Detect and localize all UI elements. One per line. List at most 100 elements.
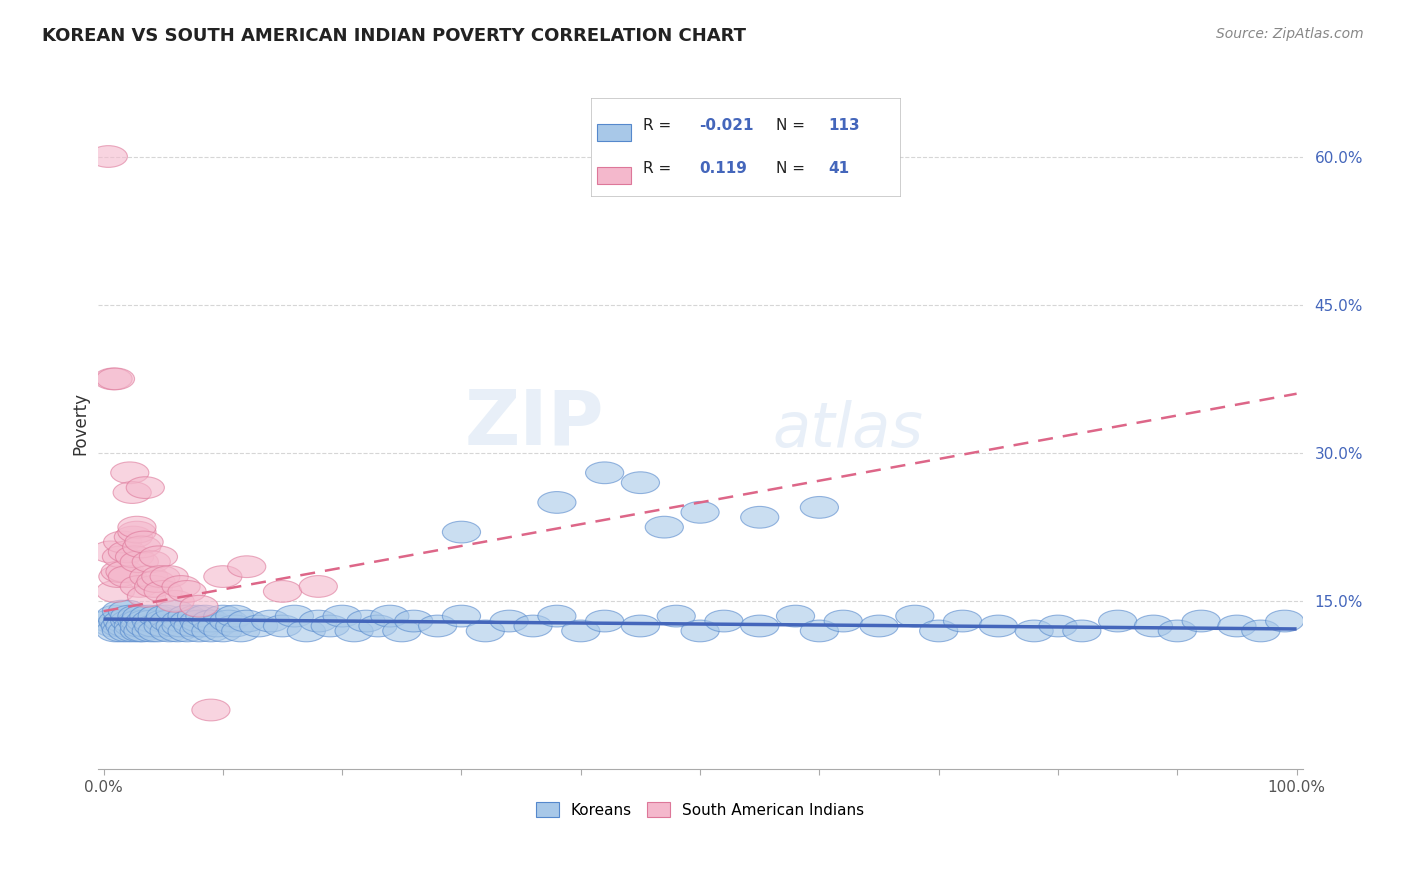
Ellipse shape [150,620,188,642]
Ellipse shape [191,610,231,632]
Ellipse shape [121,575,159,598]
Ellipse shape [776,606,814,627]
Ellipse shape [359,615,396,637]
Ellipse shape [621,472,659,493]
Ellipse shape [1182,610,1220,632]
Ellipse shape [97,368,135,390]
Ellipse shape [108,566,146,588]
Text: KOREAN VS SOUTH AMERICAN INDIAN POVERTY CORRELATION CHART: KOREAN VS SOUTH AMERICAN INDIAN POVERTY … [42,27,747,45]
Ellipse shape [585,462,624,483]
Ellipse shape [97,581,135,602]
Ellipse shape [139,546,177,567]
Ellipse shape [111,610,149,632]
Ellipse shape [395,610,433,632]
Ellipse shape [1063,620,1101,642]
Ellipse shape [204,566,242,588]
Ellipse shape [115,546,153,567]
Text: atlas: atlas [772,401,924,460]
Ellipse shape [800,620,838,642]
Ellipse shape [209,610,247,632]
Ellipse shape [114,620,152,642]
Ellipse shape [138,620,176,642]
Ellipse shape [681,620,718,642]
Ellipse shape [222,620,260,642]
Ellipse shape [128,585,166,607]
Ellipse shape [129,566,167,588]
Text: -0.021: -0.021 [699,118,754,133]
Ellipse shape [515,615,553,637]
Ellipse shape [167,620,207,642]
Ellipse shape [419,615,457,637]
Ellipse shape [162,610,200,632]
Ellipse shape [657,606,696,627]
Ellipse shape [538,491,576,513]
Ellipse shape [159,620,197,642]
Ellipse shape [204,606,242,627]
Ellipse shape [105,561,143,582]
Ellipse shape [180,595,218,617]
Ellipse shape [118,521,156,543]
Ellipse shape [103,600,141,622]
Ellipse shape [1241,620,1279,642]
Ellipse shape [1218,615,1256,637]
Ellipse shape [114,615,152,637]
Ellipse shape [135,615,173,637]
Ellipse shape [156,591,194,612]
Ellipse shape [263,581,302,602]
Ellipse shape [122,536,160,558]
Ellipse shape [104,531,142,553]
FancyBboxPatch shape [596,167,631,185]
Ellipse shape [91,541,129,563]
Text: 41: 41 [828,161,849,177]
Ellipse shape [138,606,176,627]
Text: ZIP: ZIP [464,386,603,460]
Text: N =: N = [776,161,806,177]
Ellipse shape [150,566,188,588]
Ellipse shape [198,615,236,637]
Ellipse shape [180,610,218,632]
Text: 113: 113 [828,118,860,133]
Ellipse shape [276,606,314,627]
Text: R =: R = [643,161,671,177]
Ellipse shape [943,610,981,632]
Ellipse shape [94,615,132,637]
Ellipse shape [645,516,683,538]
Ellipse shape [167,581,207,602]
Ellipse shape [90,610,128,632]
Ellipse shape [681,501,718,524]
Ellipse shape [129,606,167,627]
Ellipse shape [108,600,146,622]
Ellipse shape [382,620,420,642]
Ellipse shape [323,606,361,627]
Ellipse shape [122,606,160,627]
Ellipse shape [1015,620,1053,642]
Ellipse shape [118,606,156,627]
Ellipse shape [174,615,212,637]
Ellipse shape [143,615,183,637]
Ellipse shape [101,561,139,582]
Ellipse shape [1039,615,1077,637]
Ellipse shape [143,610,183,632]
Ellipse shape [103,546,141,567]
Ellipse shape [150,610,188,632]
Ellipse shape [146,606,184,627]
FancyBboxPatch shape [596,124,631,141]
Ellipse shape [561,620,600,642]
Ellipse shape [1265,610,1303,632]
Ellipse shape [108,541,146,563]
Ellipse shape [156,600,194,622]
Ellipse shape [135,575,173,598]
Ellipse shape [98,566,136,588]
Ellipse shape [467,620,505,642]
Ellipse shape [132,551,170,573]
Ellipse shape [143,581,183,602]
Ellipse shape [1098,610,1136,632]
Ellipse shape [97,620,135,642]
Y-axis label: Poverty: Poverty [72,392,89,455]
Ellipse shape [741,615,779,637]
Legend: Koreans, South American Indians: Koreans, South American Indians [530,796,870,824]
Ellipse shape [127,615,165,637]
Ellipse shape [896,606,934,627]
Ellipse shape [167,606,207,627]
Ellipse shape [97,606,135,627]
